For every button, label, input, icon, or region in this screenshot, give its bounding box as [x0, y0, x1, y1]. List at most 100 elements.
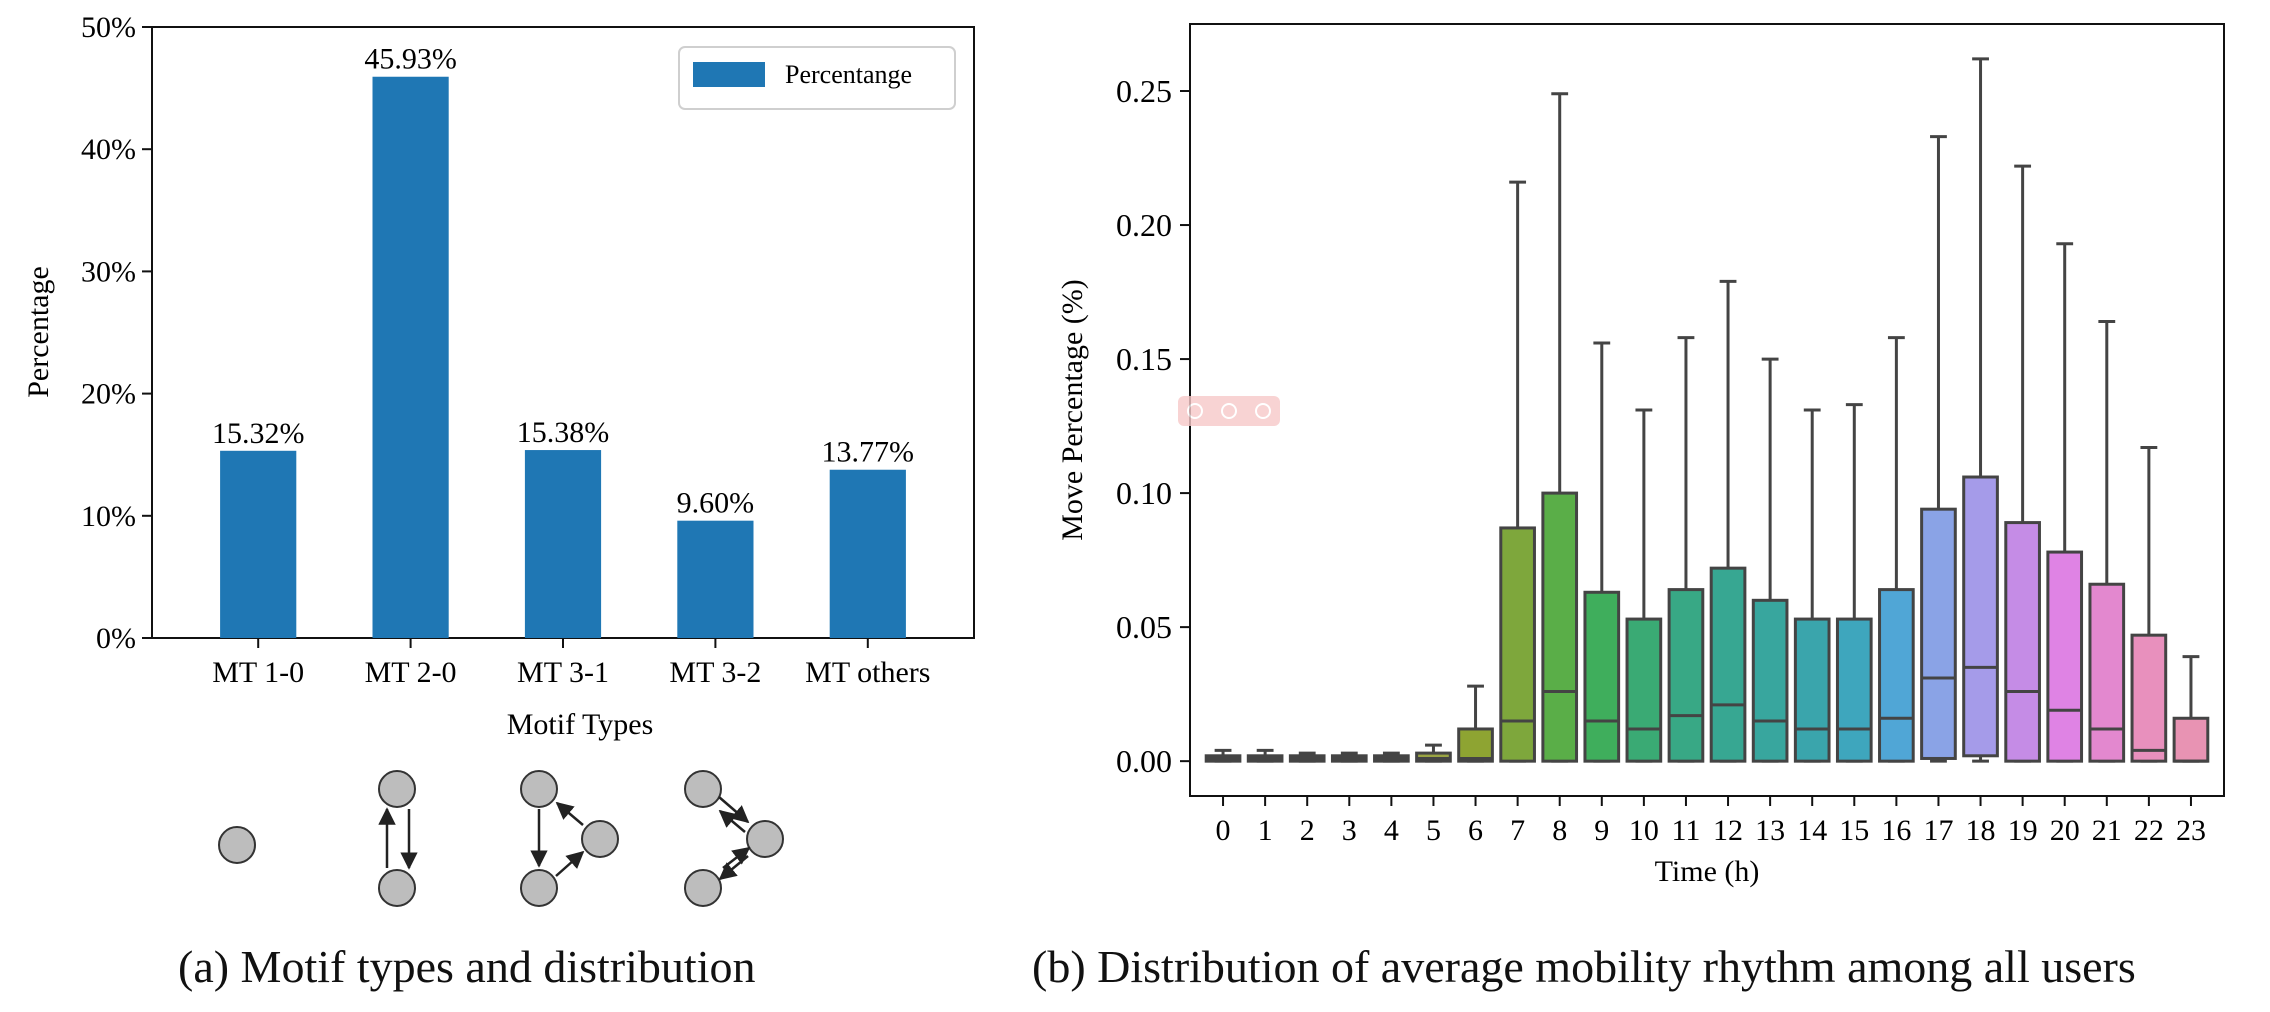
box-hour-14 — [1793, 408, 1831, 763]
box-hour-23 — [2172, 655, 2210, 763]
box-xtick-label: 16 — [1881, 814, 1911, 847]
box-xtick-label: 18 — [1966, 814, 1996, 847]
box-xtick-label: 4 — [1384, 814, 1399, 847]
bar-chart-ylabel: Percentage — [22, 266, 55, 398]
bar — [220, 450, 297, 638]
box-xtick-label: 0 — [1216, 814, 1231, 847]
box-hour-6 — [1457, 684, 1494, 763]
box-xtick-label: 10 — [1629, 814, 1659, 847]
box-iqr — [1667, 588, 1705, 763]
bar-data-label: 15.32% — [212, 417, 305, 450]
bar-ytick-label: 50% — [81, 11, 136, 44]
box-xtick-label: 14 — [1797, 814, 1827, 847]
box-iqr — [2130, 633, 2168, 763]
watermark-record-icon[interactable] — [1187, 403, 1203, 419]
box-hour-16 — [1878, 336, 1915, 763]
box-hour-15 — [1835, 403, 1873, 763]
box-hour-9 — [1583, 341, 1621, 763]
bar-xtick-label: MT 3-2 — [669, 656, 761, 689]
bar-data-label: 9.60% — [677, 487, 755, 520]
box-xtick-label: 23 — [2176, 814, 2206, 847]
box-hour-7 — [1499, 180, 1536, 763]
bar — [677, 520, 754, 638]
box-ytick-label: 0.00 — [1116, 743, 1172, 779]
box-xtick-label: 1 — [1258, 814, 1273, 847]
watermark-search-icon[interactable] — [1255, 403, 1271, 419]
box-plot-panel: 0.00 0.05 0.10 0.15 0.20 0.25 0 1 2 3 4 5 6 7 8 9 10 11 1… — [1056, 23, 2225, 888]
bar — [829, 469, 906, 638]
box-hour-10 — [1625, 408, 1663, 763]
box-iqr — [1920, 507, 1957, 760]
bar-ytick-label: 40% — [81, 133, 136, 166]
box-iqr — [2088, 582, 2126, 763]
bar-xtick-label: MT others — [805, 656, 930, 689]
box-xtick-label: 9 — [1594, 814, 1609, 847]
box-xtick-label: 11 — [1672, 814, 1701, 847]
box-xtick-label: 20 — [2050, 814, 2080, 847]
box-xtick-label: 8 — [1552, 814, 1567, 847]
box-xtick-label: 6 — [1468, 814, 1483, 847]
box-ytick-label: 0.15 — [1116, 341, 1172, 377]
bar-ytick-label: 20% — [81, 378, 136, 411]
bar-xtick-label: MT 3-1 — [517, 656, 609, 689]
watermark-edit-icon[interactable] — [1221, 403, 1237, 419]
bar-data-label: 15.38% — [517, 416, 610, 449]
box-plot-xlabel: Time (h) — [1655, 855, 1760, 888]
box-xtick-label: 15 — [1839, 814, 1869, 847]
box-xtick-label: 13 — [1755, 814, 1785, 847]
box-xtick-label: 17 — [1923, 814, 1953, 847]
bar-chart-legend: Percentange — [678, 46, 956, 110]
box-ytick-label: 0.10 — [1116, 475, 1172, 511]
caption-b: (b) Distribution of average mobility rhy… — [1032, 941, 2136, 992]
box-hour-0 — [1204, 748, 1242, 763]
box-hour-3 — [1330, 751, 1368, 763]
bar-ytick-label: 0% — [96, 622, 136, 655]
box-hour-21 — [2088, 320, 2126, 763]
box-hour-8 — [1541, 92, 1579, 763]
box-xtick-label: 19 — [2008, 814, 2038, 847]
box-xtick-label: 22 — [2134, 814, 2164, 847]
box-iqr — [1583, 590, 1621, 763]
box-iqr — [1751, 598, 1789, 763]
legend-label: Percentange — [785, 60, 912, 89]
box-iqr — [2004, 521, 2041, 763]
box-hour-17 — [1920, 135, 1957, 763]
box-ytick-label: 0.20 — [1116, 207, 1172, 243]
watermark-toolbar[interactable] — [1178, 396, 1280, 426]
bar-data-label: 45.93% — [364, 43, 457, 76]
legend-swatch — [693, 62, 765, 87]
bar — [524, 450, 602, 638]
two-node-cycle-motif-icon — [378, 770, 418, 907]
bar-ytick-label: 10% — [81, 500, 136, 533]
box-hour-12 — [1709, 279, 1747, 763]
box-hour-20 — [2046, 242, 2084, 763]
box-iqr — [2172, 716, 2210, 763]
box-hour-22 — [2130, 446, 2168, 763]
box-hour-1 — [1246, 748, 1284, 763]
box-ytick-label: 0.05 — [1116, 609, 1172, 645]
box-xtick-label: 2 — [1300, 814, 1315, 847]
box-iqr — [2046, 550, 2084, 763]
box-iqr — [1709, 566, 1747, 763]
box-xtick-label: 5 — [1426, 814, 1441, 847]
box-hour-13 — [1751, 357, 1789, 763]
box-xtick-label: 7 — [1510, 814, 1525, 847]
box-hour-18 — [1962, 57, 1999, 763]
box-xtick-label: 21 — [2092, 814, 2122, 847]
box-ytick-label: 0.25 — [1116, 73, 1172, 109]
box-hour-5 — [1415, 743, 1452, 763]
caption-a: (a) Motif types and distribution — [178, 941, 756, 992]
box-hour-2 — [1288, 751, 1326, 763]
box-xtick-label: 12 — [1713, 814, 1743, 847]
box-hour-11 — [1667, 336, 1705, 763]
bar-chart-panel: 0% 10% 20% 30% 40% 50% 15.32% 45.93% 15.38% 9.60… — [22, 11, 975, 907]
single-node-motif-icon — [218, 826, 256, 864]
three-node-hub-motif-icon — [684, 770, 784, 907]
box-plot-ylabel: Move Percentage (%) — [1056, 279, 1089, 541]
box-iqr — [1835, 617, 1873, 763]
box-iqr — [1625, 617, 1663, 763]
bar-xtick-label: MT 2-0 — [365, 656, 457, 689]
box-hour-4 — [1373, 751, 1410, 763]
bar-data-label: 13.77% — [822, 436, 915, 469]
